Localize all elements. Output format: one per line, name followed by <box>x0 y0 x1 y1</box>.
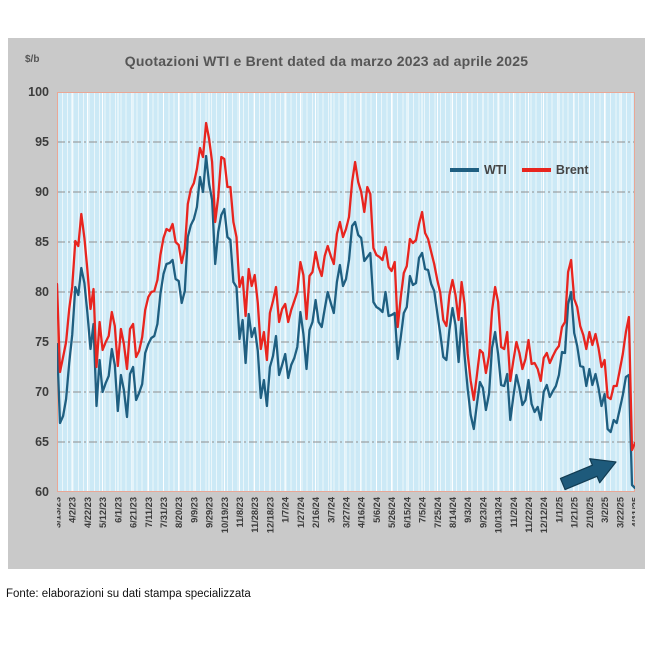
x-axis-tick-label: 1/7/24 <box>281 496 291 523</box>
plot-area: 3/13/23 4/2/23 4/22/23 5/12/23 6/1/23 6/21/23… <box>57 92 635 564</box>
y-axis-tick-label: 90 <box>35 185 49 199</box>
source-note: Fonte: elaborazioni su dati stampa speci… <box>6 588 251 600</box>
y-axis-tick-label: 70 <box>35 385 49 399</box>
price-chart: 3/13/23 4/2/23 4/22/23 5/12/23 6/1/23 6/21/23… <box>57 92 635 533</box>
wti-line-swatch <box>450 168 479 172</box>
y-axis-tick-label: 75 <box>35 335 49 349</box>
x-axis-tick-label: 6/1/23 <box>113 497 123 523</box>
x-axis-tick-label: 2/16/24 <box>311 496 321 528</box>
x-axis-tick-label: 7/11/23 <box>144 497 154 528</box>
x-axis-tick-label: 8/20/23 <box>174 497 184 528</box>
x-axis-tick-label: 2/10/25 <box>585 497 595 528</box>
x-axis-tick-label: 1/21/25 <box>570 497 580 528</box>
x-axis-tick-label: 9/23/24 <box>478 496 488 528</box>
x-axis-tick-label: 4/16/24 <box>357 496 367 528</box>
brent-line <box>57 121 635 452</box>
x-axis-tick-label: 5/12/23 <box>98 497 108 528</box>
x-axis-tick-label: 4/11/25 <box>631 497 636 528</box>
x-axis-tick-label: 12/18/23 <box>265 497 275 533</box>
x-axis-tick-label: 1/27/24 <box>296 496 306 528</box>
y-axis-tick-label: 85 <box>35 235 49 249</box>
x-axis-tick-label: 11/28/23 <box>250 497 260 533</box>
x-axis-tick-label: 7/5/24 <box>418 496 428 523</box>
chart-panel: $/b Quotazioni WTI e Brent dated da marz… <box>8 38 645 569</box>
x-axis-tick-label: 9/29/23 <box>205 497 215 528</box>
x-axis-tick-label: 1/1/25 <box>554 497 564 523</box>
brent-line-swatch <box>521 168 551 172</box>
x-axis-tick-label: 9/9/23 <box>189 497 199 523</box>
x-axis-tick-label: 10/19/23 <box>220 497 230 533</box>
x-axis-tick-label: 8/14/24 <box>448 496 458 528</box>
x-axis-tick-label: 7/31/23 <box>159 497 169 528</box>
x-axis-tick-label: 5/26/24 <box>387 496 397 528</box>
x-axis-tick-label: 3/22/25 <box>615 497 625 528</box>
wti-line <box>57 154 635 490</box>
x-axis-tick-label: 4/2/23 <box>68 497 78 523</box>
y-axis-unit-label: $/b <box>25 54 40 65</box>
legend-label-brent: Brent <box>555 163 589 177</box>
x-axis-tick-label: 3/13/23 <box>57 497 63 528</box>
y-axis-tick-label: 60 <box>35 485 49 499</box>
x-axis-tick-label: 12/12/24 <box>539 496 549 533</box>
annotation-arrow-icon <box>559 458 617 491</box>
x-axis-tick-label: 5/6/24 <box>372 496 382 523</box>
x-axis-tick-label: 9/3/24 <box>463 496 473 523</box>
x-axis-tick-label: 7/25/24 <box>433 496 443 528</box>
x-axis-tick-label: 3/27/24 <box>342 496 352 528</box>
y-axis: 100 95 90 85 80 75 70 65 60 <box>8 85 53 499</box>
y-axis-tick-label: 80 <box>35 285 49 299</box>
legend-item-brent: Brent <box>521 163 589 177</box>
chart-title: Quotazioni WTI e Brent dated da marzo 20… <box>124 53 529 69</box>
vertical-gridlines <box>61 92 633 492</box>
legend-label-wti: WTI <box>484 163 507 177</box>
x-axis-tick-label: 11/8/23 <box>235 497 245 528</box>
x-axis-tick-labels: 3/13/23 4/2/23 4/22/23 5/12/23 6/1/23 6/21/23… <box>57 496 635 533</box>
x-axis-tick-label: 11/22/24 <box>524 496 534 533</box>
x-axis-tick-label: 11/2/24 <box>509 496 519 527</box>
x-axis-tick-label: 6/15/24 <box>402 496 412 528</box>
x-axis-tick-label: 3/7/24 <box>326 496 336 523</box>
x-axis-tick-label: 4/22/23 <box>83 497 93 528</box>
legend: WTI Brent <box>450 162 589 178</box>
y-axis-tick-label: 100 <box>28 85 49 99</box>
x-axis-tick-label: 10/13/24 <box>494 496 504 533</box>
x-axis-tick-label: 3/2/25 <box>600 497 610 523</box>
y-axis-tick-label: 95 <box>35 135 49 149</box>
x-axis-tick-label: 6/21/23 <box>129 497 139 528</box>
legend-item-wti: WTI <box>450 163 507 177</box>
y-axis-tick-label: 65 <box>35 435 49 449</box>
